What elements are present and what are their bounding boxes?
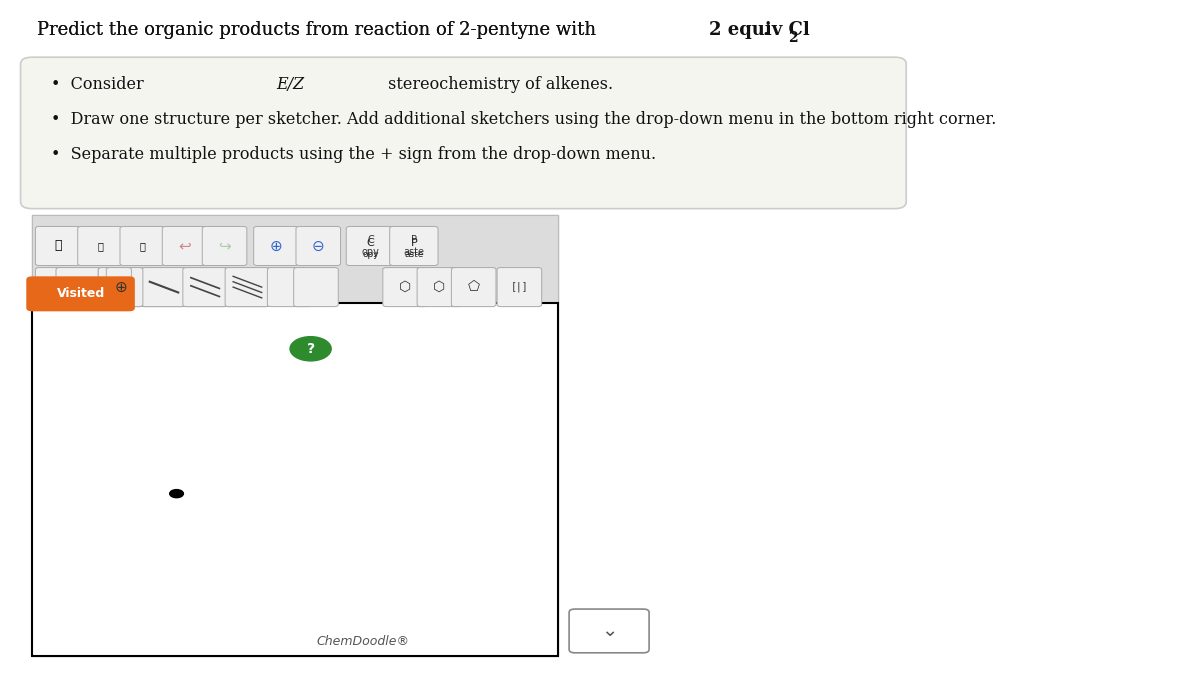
Text: ▼: ▼: [115, 283, 122, 291]
FancyBboxPatch shape: [497, 268, 541, 307]
Text: ↪: ↪: [218, 238, 230, 254]
FancyBboxPatch shape: [32, 215, 558, 656]
FancyBboxPatch shape: [390, 226, 438, 265]
Text: P
aste: P aste: [403, 235, 425, 257]
Text: Predict the organic products from reaction of 2-pentyne with: Predict the organic products from reacti…: [36, 22, 601, 39]
Text: •  Consider: • Consider: [52, 75, 149, 93]
FancyBboxPatch shape: [294, 268, 338, 307]
FancyBboxPatch shape: [36, 226, 80, 265]
FancyBboxPatch shape: [182, 268, 228, 307]
Text: ✋: ✋: [54, 240, 61, 252]
Bar: [32, 303, 558, 656]
Text: ?: ?: [306, 342, 314, 356]
Text: P: P: [410, 238, 418, 248]
Text: •  Draw one structure per sketcher. Add additional sketchers using the drop-down: • Draw one structure per sketcher. Add a…: [52, 110, 997, 128]
Text: [|]: [|]: [510, 282, 528, 292]
Text: ⬡: ⬡: [433, 280, 445, 294]
FancyBboxPatch shape: [226, 268, 270, 307]
Text: Visited: Visited: [56, 287, 104, 300]
Text: ⊖: ⊖: [312, 238, 325, 254]
Text: C: C: [366, 238, 374, 248]
FancyBboxPatch shape: [56, 268, 101, 307]
FancyBboxPatch shape: [347, 226, 395, 265]
FancyBboxPatch shape: [296, 226, 341, 265]
Text: ChemDoodle®: ChemDoodle®: [317, 635, 409, 648]
Text: 🧴: 🧴: [97, 241, 103, 251]
FancyBboxPatch shape: [182, 268, 228, 307]
Text: ⌄: ⌄: [601, 621, 617, 641]
FancyBboxPatch shape: [36, 268, 80, 307]
Text: .: .: [763, 22, 769, 39]
FancyBboxPatch shape: [98, 268, 143, 307]
FancyBboxPatch shape: [569, 609, 649, 653]
FancyBboxPatch shape: [226, 268, 270, 307]
Text: stereochemistry of alkenes.: stereochemistry of alkenes.: [384, 75, 613, 93]
FancyBboxPatch shape: [383, 268, 427, 307]
Text: aste: aste: [404, 250, 424, 258]
FancyBboxPatch shape: [78, 226, 122, 265]
Text: ⊕: ⊕: [114, 279, 127, 295]
Text: ⬡: ⬡: [400, 280, 412, 294]
Text: C
opy: C opy: [361, 235, 379, 257]
Text: •  Separate multiple products using the + sign from the drop-down menu.: • Separate multiple products using the +…: [52, 145, 656, 163]
FancyBboxPatch shape: [253, 226, 299, 265]
Text: Predict the organic products from reaction of 2-pentyne with: Predict the organic products from reacti…: [36, 22, 601, 39]
Text: ⊕: ⊕: [270, 238, 282, 254]
FancyBboxPatch shape: [418, 268, 462, 307]
Bar: [32, 215, 558, 303]
Text: Predict the organic products from reaction of 2-pentyne with: Predict the organic products from reacti…: [36, 22, 601, 39]
Text: E/Z: E/Z: [276, 75, 304, 93]
Text: 🩹: 🩹: [139, 241, 145, 251]
Text: 2 equiv Cl: 2 equiv Cl: [709, 22, 810, 39]
FancyBboxPatch shape: [107, 268, 132, 307]
FancyBboxPatch shape: [120, 226, 164, 265]
Circle shape: [169, 490, 184, 498]
FancyBboxPatch shape: [268, 268, 312, 307]
Text: opy: opy: [362, 250, 379, 258]
FancyBboxPatch shape: [451, 268, 496, 307]
Text: +: +: [115, 280, 126, 294]
FancyBboxPatch shape: [142, 268, 186, 307]
Text: 2: 2: [788, 32, 798, 45]
FancyBboxPatch shape: [26, 277, 134, 312]
FancyBboxPatch shape: [140, 268, 185, 307]
FancyBboxPatch shape: [203, 226, 247, 265]
Text: •  Consider: • Consider: [52, 75, 149, 93]
FancyBboxPatch shape: [162, 226, 206, 265]
Circle shape: [290, 336, 331, 361]
FancyBboxPatch shape: [98, 268, 143, 307]
Text: ↩: ↩: [178, 238, 191, 254]
FancyBboxPatch shape: [20, 57, 906, 209]
Text: ⬠: ⬠: [468, 280, 480, 294]
